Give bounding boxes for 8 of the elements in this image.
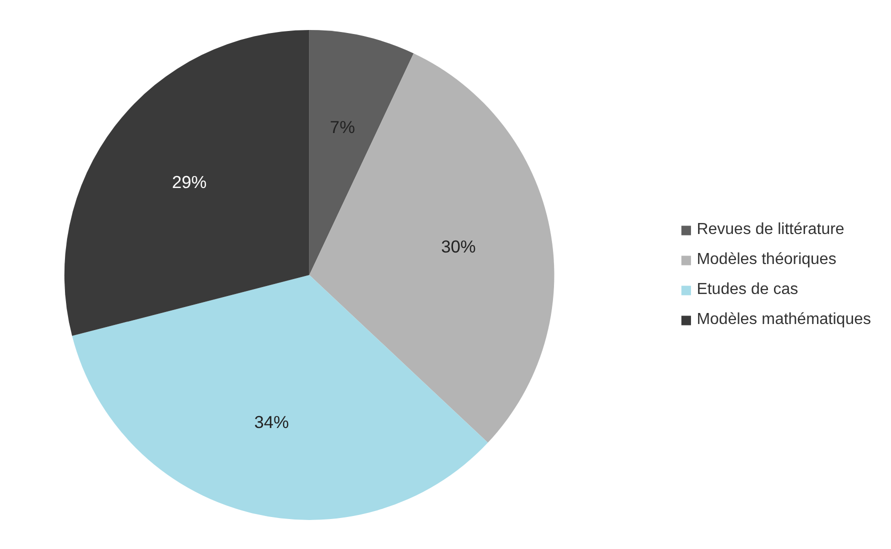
- data-label: 29%: [172, 172, 207, 192]
- data-label: 34%: [254, 412, 289, 432]
- legend-label: Etudes de cas: [696, 280, 798, 298]
- legend-label: Modèles mathématiques: [696, 310, 871, 328]
- legend-label: Revues de littérature: [696, 220, 844, 238]
- data-label: 30%: [441, 236, 476, 257]
- data-label: 7%: [330, 116, 355, 137]
- legend-label: Modèles théoriques: [696, 250, 836, 268]
